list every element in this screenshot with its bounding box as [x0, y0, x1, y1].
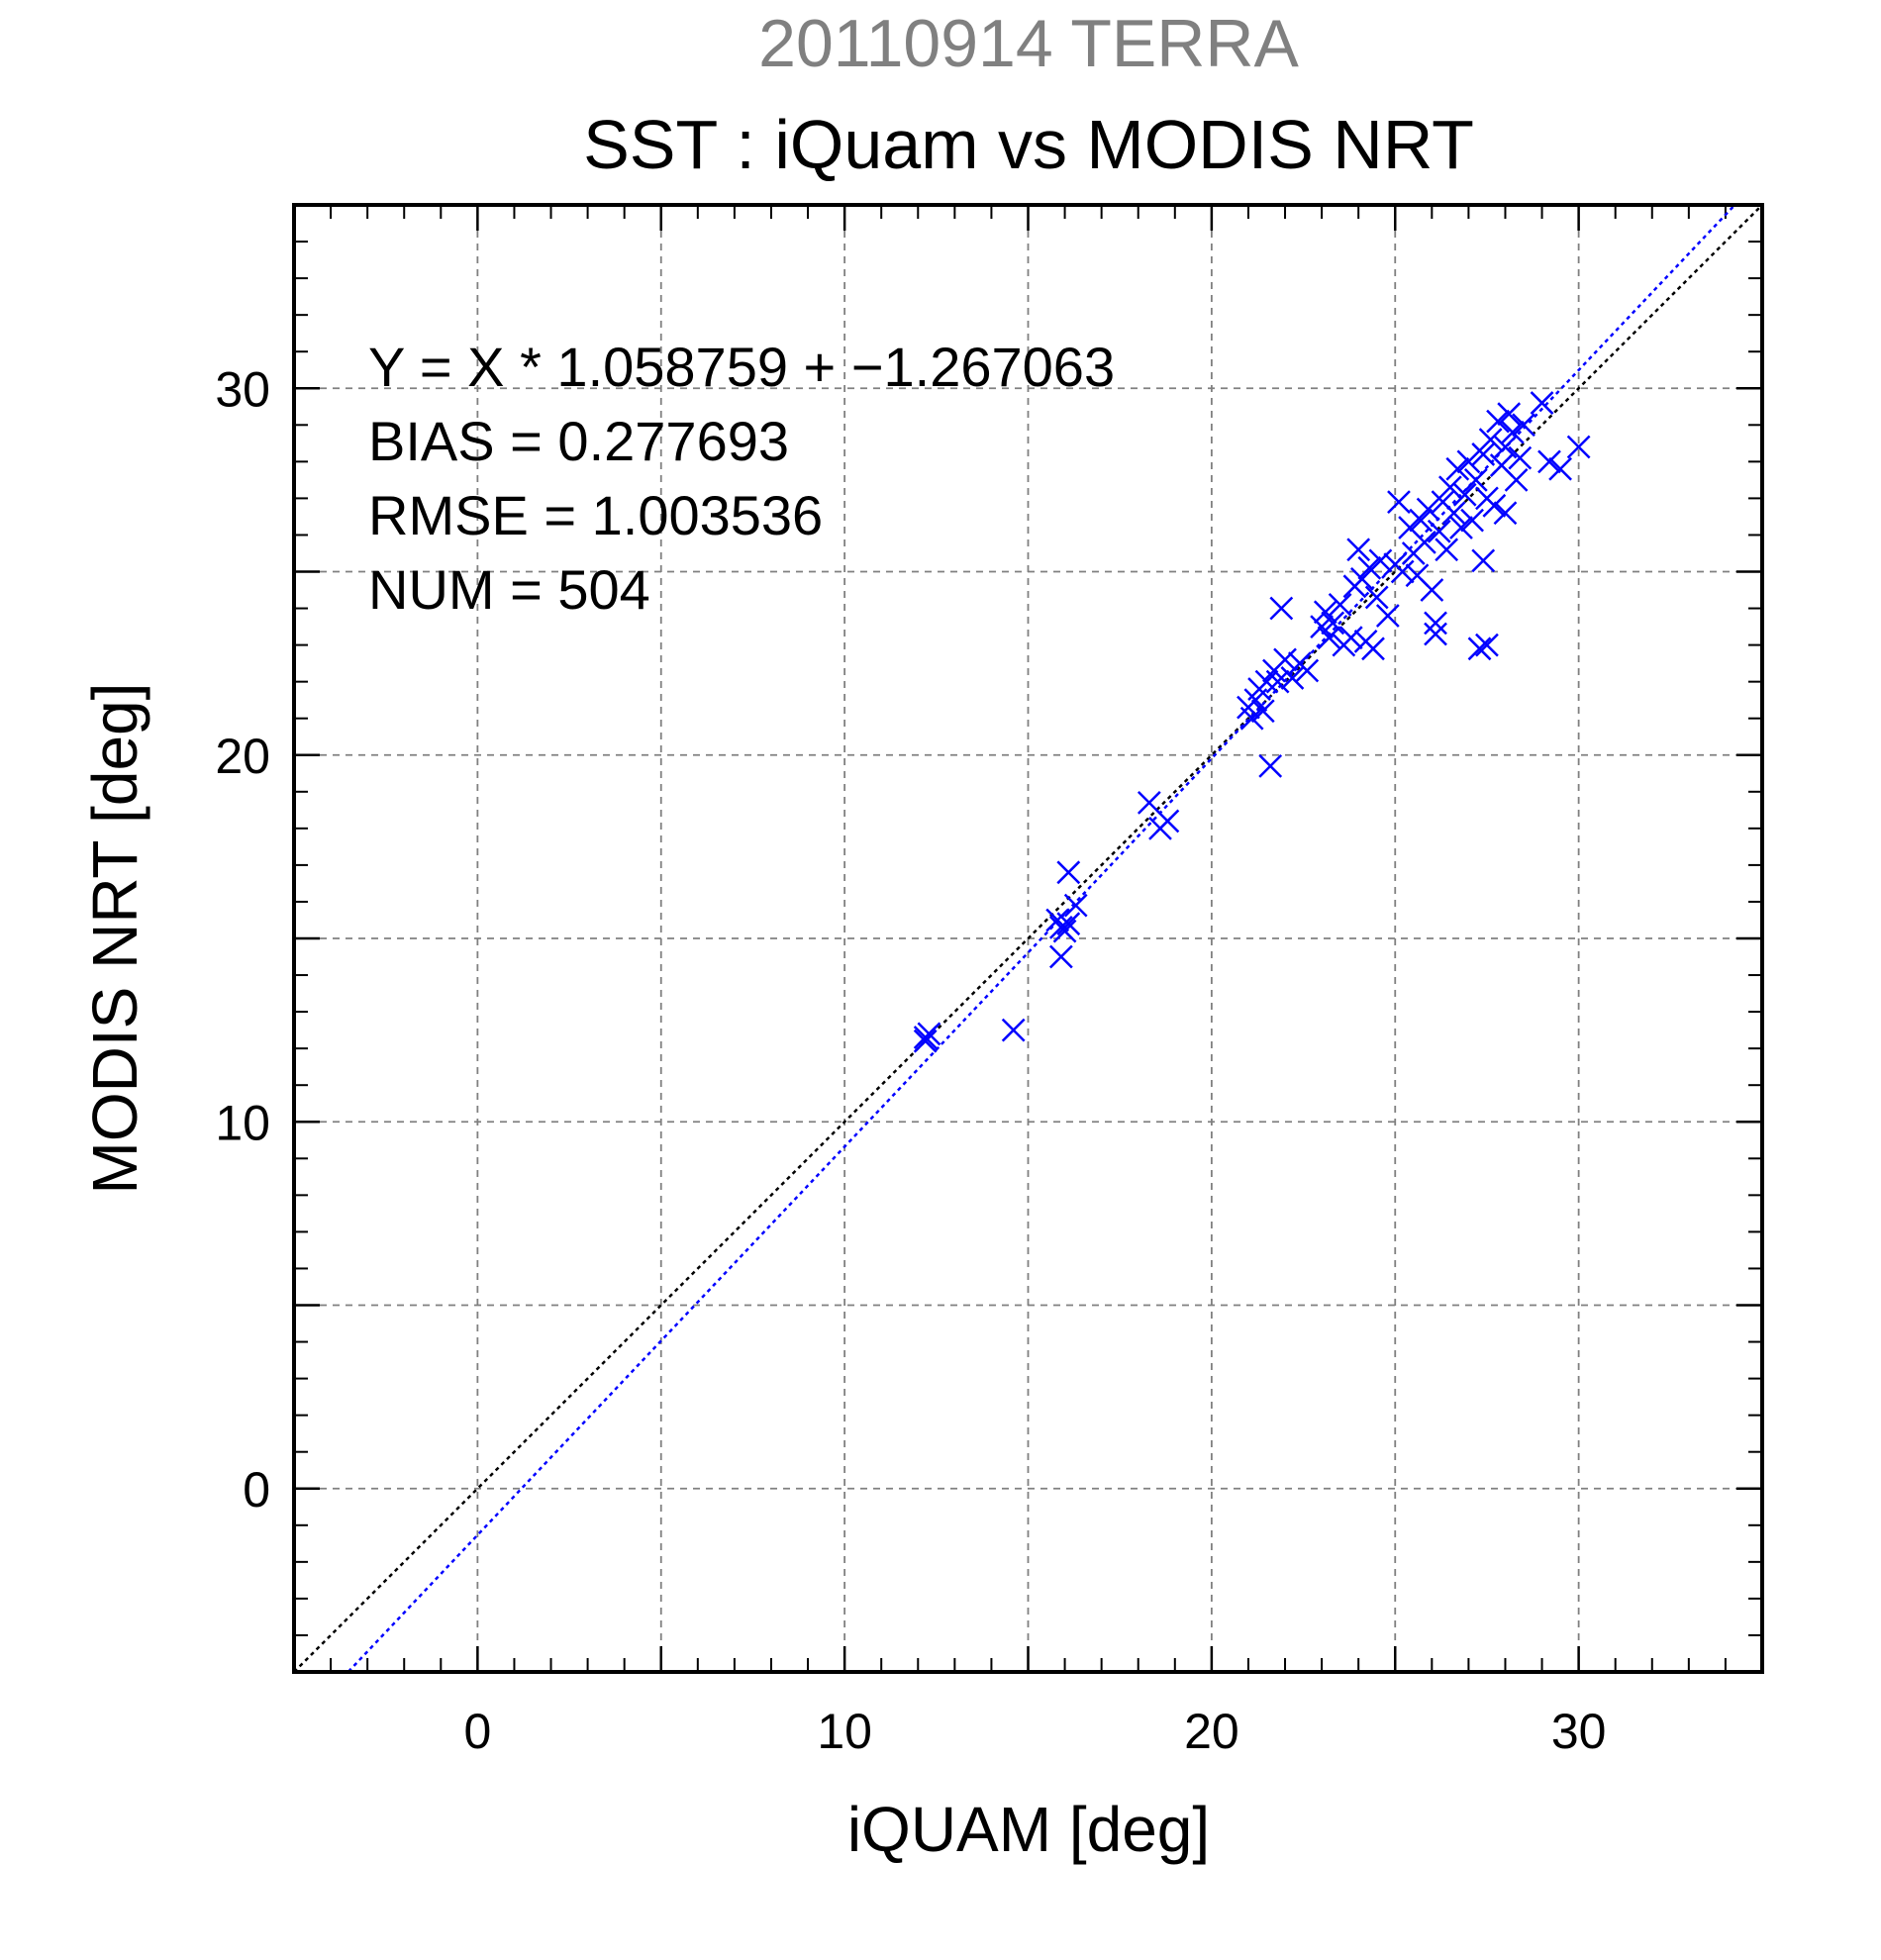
data-point	[1416, 497, 1440, 522]
data-point	[1537, 449, 1561, 474]
data-point	[1452, 482, 1477, 507]
major-ticks	[294, 205, 1762, 1672]
data-point	[1317, 626, 1341, 650]
data-point	[913, 1029, 938, 1053]
x-axis-label: iQUAM [deg]	[847, 1794, 1210, 1865]
x-tick-label: 0	[463, 1704, 491, 1759]
data-point	[1364, 585, 1389, 610]
num-label: NUM = 504	[368, 558, 650, 621]
stats-box: Y = X * 1.058759 + −1.267063 BIAS = 0.27…	[368, 336, 1115, 621]
data-point	[1387, 490, 1411, 514]
bias-label: BIAS = 0.277693	[368, 410, 789, 472]
data-point	[1321, 611, 1345, 636]
data-point	[1357, 555, 1382, 580]
data-point	[1482, 493, 1507, 518]
data-point	[1056, 860, 1081, 885]
data-point	[1048, 916, 1073, 939]
data-point	[1486, 409, 1510, 434]
y-tick-label: 20	[215, 729, 270, 784]
data-point	[1254, 669, 1279, 694]
minor-ticks	[294, 205, 1762, 1672]
chart-main-title: SST : iQuam vs MODIS NRT	[583, 106, 1474, 183]
data-point	[1313, 600, 1337, 625]
data-point	[1295, 658, 1320, 683]
data-point	[1445, 456, 1470, 481]
data-point	[1390, 559, 1415, 584]
data-point	[1471, 548, 1496, 573]
data-point	[1280, 666, 1305, 690]
data-point	[1368, 548, 1393, 573]
data-point	[1475, 633, 1499, 657]
data-point	[1441, 501, 1466, 526]
data-point	[1435, 538, 1459, 562]
data-point	[1566, 435, 1591, 459]
data-point	[1449, 516, 1473, 539]
data-point	[1273, 647, 1297, 672]
data-point	[1512, 413, 1535, 438]
grid	[294, 205, 1762, 1672]
data-point	[1063, 893, 1088, 918]
data-point	[1460, 508, 1484, 533]
data-point	[1508, 445, 1533, 470]
data-point	[1548, 456, 1572, 481]
x-tick-label: 20	[1184, 1704, 1239, 1759]
data-point	[1497, 402, 1522, 427]
data-point	[1471, 442, 1496, 466]
data-point	[1467, 637, 1492, 661]
data-point	[1420, 578, 1444, 602]
identity-line	[294, 205, 1762, 1672]
y-tick-label: 10	[215, 1095, 270, 1150]
data-point	[1328, 592, 1352, 617]
data-point	[1504, 467, 1529, 492]
y-tick-label: 30	[215, 361, 270, 417]
data-point	[1250, 699, 1275, 724]
data-point	[1456, 449, 1481, 474]
data-point	[1427, 519, 1451, 543]
data-point	[1239, 706, 1264, 731]
data-point	[1493, 435, 1518, 459]
data-point	[1137, 791, 1161, 815]
rmse-label: RMSE = 1.003536	[368, 484, 823, 546]
data-point	[1478, 428, 1503, 452]
data-point	[1424, 611, 1447, 636]
data-point	[1269, 596, 1294, 621]
regression-equation: Y = X * 1.058759 + −1.267063	[368, 336, 1115, 398]
data-point	[1501, 420, 1525, 444]
data-point	[917, 1022, 941, 1046]
x-tick-label: 30	[1551, 1704, 1607, 1759]
data-point	[1424, 622, 1447, 646]
y-axis-label: MODIS NRT [deg]	[79, 683, 150, 1195]
data-point	[1056, 912, 1081, 936]
data-point	[1001, 1018, 1026, 1042]
y-tick-label: 0	[243, 1462, 270, 1518]
data-point	[1530, 391, 1554, 415]
data-point	[1413, 530, 1436, 554]
data-point	[1409, 508, 1434, 533]
plot-frame	[292, 203, 1764, 1674]
data-point	[1048, 944, 1073, 969]
x-tick-label: 10	[817, 1704, 872, 1759]
data-point	[1265, 669, 1290, 694]
tick-labels: 0 10 20 30 0 10 20 30	[215, 361, 1606, 1759]
data-point	[1463, 467, 1488, 492]
data-point	[1349, 567, 1374, 591]
data-point	[1361, 637, 1385, 661]
chart-date-title: 20110914 TERRA	[758, 6, 1299, 81]
data-points	[913, 391, 1591, 1053]
data-point	[1258, 753, 1283, 778]
data-point	[1375, 604, 1400, 628]
data-point	[1437, 475, 1462, 500]
data-point	[1155, 809, 1180, 833]
data-point	[1493, 501, 1518, 526]
data-point	[1346, 538, 1371, 562]
data-point	[1338, 626, 1363, 650]
